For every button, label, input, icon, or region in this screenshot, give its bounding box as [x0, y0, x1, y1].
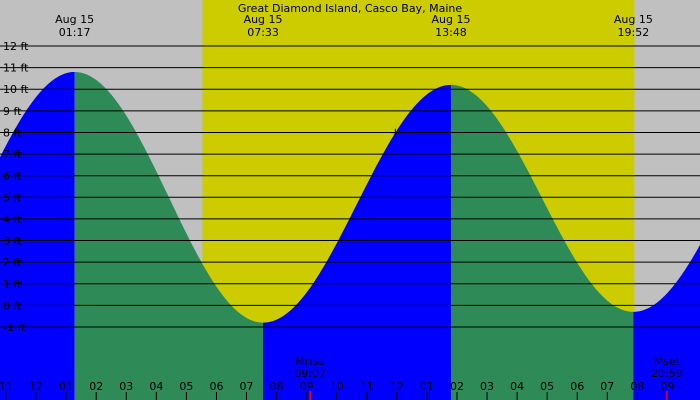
chart-title: Great Diamond Island, Casco Bay, Maine	[238, 2, 462, 15]
y-tick-label: -1 ft	[3, 321, 26, 334]
hour-label: 01	[420, 380, 434, 393]
y-tick-label: 3 ft	[3, 235, 22, 248]
hour-label: 11	[360, 380, 374, 393]
rising-tide-area-2	[263, 84, 451, 400]
y-tick-label: 9 ft	[3, 105, 22, 118]
y-tick-label: 8 ft	[3, 126, 22, 139]
hour-label: 02	[89, 380, 103, 393]
y-tick-label: 12 ft	[3, 40, 29, 53]
y-tick-label: 2 ft	[3, 256, 22, 269]
moon-event-label: Mrise	[295, 355, 325, 368]
extreme-time-label: 13:48	[435, 26, 467, 39]
hour-label: 02	[450, 380, 464, 393]
y-tick-label: 7 ft	[3, 148, 22, 161]
moon-event-label: Mset	[654, 355, 681, 368]
hour-label: 11	[0, 380, 13, 393]
extreme-time-label: 07:33	[247, 26, 279, 39]
hour-label: 06	[570, 380, 584, 393]
current-time-marker	[391, 128, 400, 137]
hour-label: 10	[330, 380, 344, 393]
extreme-date-label: Aug 15	[244, 13, 283, 26]
y-tick-label: 0 ft	[3, 299, 22, 312]
hour-label: 05	[179, 380, 193, 393]
hour-label: 04	[149, 380, 163, 393]
y-tick-label: 11 ft	[3, 62, 29, 75]
hour-label: 09	[300, 380, 314, 393]
hour-label: 01	[59, 380, 73, 393]
y-tick-label: 10 ft	[3, 83, 29, 96]
hour-label: 03	[119, 380, 133, 393]
hour-label: 05	[540, 380, 554, 393]
y-tick-label: 6 ft	[3, 170, 22, 183]
y-tick-label: 5 ft	[3, 191, 22, 204]
hour-label: 04	[510, 380, 524, 393]
moon-event-time: 09:07	[294, 367, 326, 380]
y-axis-labels: 12 ft 11 ft 10 ft 9 ft 8 ft 7 ft 6 ft 5 ft 4 ft 3…	[3, 40, 29, 334]
extreme-date-label: Aug 15	[55, 13, 94, 26]
hour-label: 09	[660, 380, 674, 393]
hour-label: 08	[630, 380, 644, 393]
extreme-date-label: Aug 15	[614, 13, 653, 26]
y-tick-label: 4 ft	[3, 213, 22, 226]
hour-label: 12	[29, 380, 43, 393]
gridlines	[0, 45, 700, 328]
hour-label: 06	[209, 380, 223, 393]
hour-label: 08	[270, 380, 284, 393]
y-tick-label: 1 ft	[3, 278, 22, 291]
extreme-time-label: 19:52	[618, 26, 650, 39]
extreme-date-label: Aug 15	[431, 13, 470, 26]
hour-label: 03	[480, 380, 494, 393]
falling-tide-area-3	[450, 84, 634, 400]
moon-event-time: 20:59	[651, 367, 683, 380]
hour-label: 12	[390, 380, 404, 393]
hour-label: 07	[240, 380, 254, 393]
extreme-time-label: 01:17	[59, 26, 91, 39]
x-axis-hour-labels: 11 12 01 02 03 04 05 06 07 08 09 10 11 12 01 02 03 04 05 06…	[0, 380, 674, 393]
hour-label: 07	[600, 380, 614, 393]
tide-fill-areas	[0, 71, 700, 400]
